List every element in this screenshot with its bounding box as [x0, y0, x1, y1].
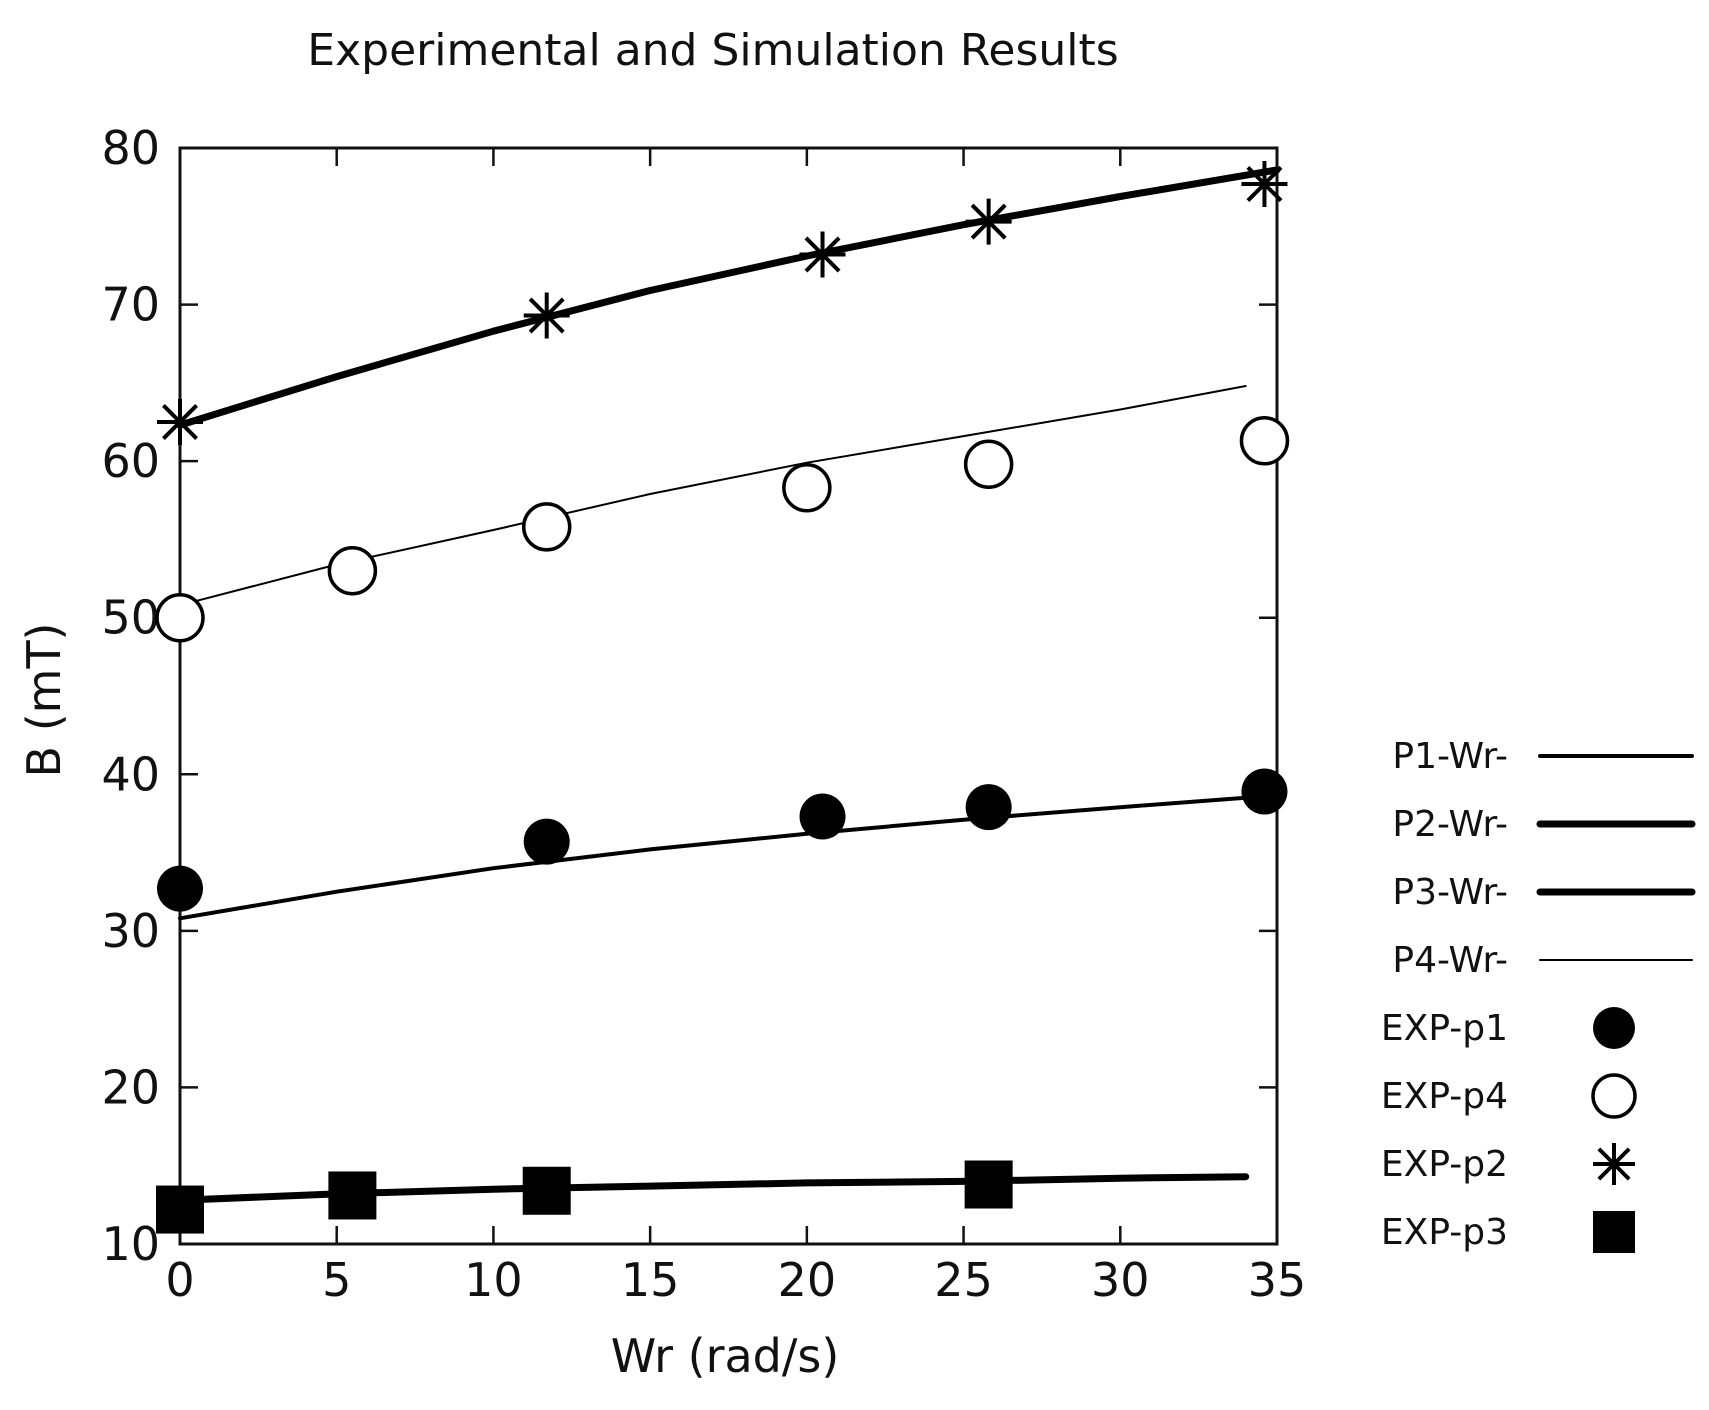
legend-label: P3-Wr-: [1392, 872, 1508, 913]
y-tick-label: 70: [101, 278, 160, 332]
series-lines: [176, 166, 1281, 1204]
y-tick-label: 10: [101, 1217, 160, 1271]
x-tick-label: 5: [322, 1253, 351, 1307]
legend-marker-swatch: [1593, 1143, 1635, 1185]
marker-exp-p4: [521, 502, 572, 552]
y-tick-label: 40: [101, 747, 160, 801]
y-tick-label: 80: [101, 121, 160, 175]
legend-label: P1-Wr-: [1392, 736, 1508, 777]
marker-exp-p3: [522, 1166, 571, 1215]
marker-exp-p4: [782, 463, 832, 513]
marker-exp-p2: [523, 292, 570, 339]
marker-exp-p4: [963, 439, 1014, 490]
marker-exp-p2: [157, 399, 203, 445]
legend-marker-swatch: [1593, 1211, 1635, 1253]
marker-exp-p3: [156, 1185, 204, 1234]
x-tick-label: 30: [1091, 1253, 1150, 1307]
y-tick-label: 20: [101, 1060, 160, 1114]
marker-exp-p2: [965, 198, 1012, 245]
plot-frame: [178, 146, 1279, 1246]
legend-label: EXP-p4: [1381, 1076, 1508, 1117]
legend-item: P3-Wr-: [1392, 872, 1696, 913]
series-line-p2-wr: [176, 166, 1281, 429]
marker-exp-p1: [965, 784, 1012, 831]
legend-item: EXP-p1: [1381, 1007, 1635, 1049]
marker-exp-p1: [1241, 768, 1288, 815]
y-tick-label: 30: [101, 904, 160, 958]
x-tick-label: 0: [165, 1253, 194, 1307]
legend-item: EXP-p2: [1381, 1143, 1635, 1185]
marker-exp-p3: [964, 1160, 1013, 1209]
x-axis-label: Wr (rad/s): [611, 1329, 840, 1383]
x-tick-label: 25: [934, 1253, 993, 1307]
marker-exp-p2: [799, 231, 846, 278]
chart-title: Experimental and Simulation Results: [307, 25, 1118, 76]
x-tick-label: 20: [778, 1253, 837, 1307]
legend-label: EXP-p3: [1381, 1212, 1508, 1253]
legend-label: P2-Wr-: [1392, 804, 1508, 845]
y-tick-label: 60: [101, 434, 160, 488]
legend-item: EXP-p3: [1381, 1211, 1635, 1253]
x-tick-label: 15: [621, 1253, 680, 1307]
legend-marker-swatch: [1593, 1007, 1635, 1049]
marker-exp-p1: [799, 793, 846, 840]
series-line-p1-wr: [178, 795, 1248, 921]
legend-label: EXP-p2: [1381, 1144, 1508, 1185]
y-axis-label: B (mT): [17, 623, 71, 778]
legend-item: EXP-p4: [1381, 1073, 1637, 1119]
legend-marker-swatch: [1591, 1073, 1637, 1119]
x-tick-label: 35: [1248, 1253, 1307, 1307]
y-tick-label: 50: [101, 591, 160, 645]
legend-item: P1-Wr-: [1392, 736, 1694, 777]
legend-item: P2-Wr-: [1392, 804, 1696, 845]
legend-label: EXP-p1: [1381, 1008, 1508, 1049]
marker-exp-p4: [327, 545, 378, 596]
plot-area: [178, 146, 1279, 1246]
series-markers: [155, 161, 1290, 1234]
marker-exp-p4: [155, 592, 205, 643]
legend: P1-Wr- P2-Wr- P3-Wr- P4-Wr- EXP-p1 EXP-p4 EXP-…: [1381, 736, 1696, 1253]
marker-exp-p1: [157, 865, 203, 912]
marker-exp-p2: [1241, 161, 1288, 208]
legend-item: P4-Wr-: [1392, 940, 1693, 981]
axis-ticks: [178, 146, 1279, 1246]
marker-exp-p1: [523, 818, 570, 865]
marker-exp-p4: [1239, 416, 1290, 466]
marker-exp-p3: [328, 1171, 377, 1220]
tick-labels: 0 5 10 15 20 25 30 35 10 20 30 40 50 60 70 80: [101, 121, 1306, 1307]
legend-label: P4-Wr-: [1392, 940, 1508, 981]
x-tick-label: 10: [464, 1253, 523, 1307]
